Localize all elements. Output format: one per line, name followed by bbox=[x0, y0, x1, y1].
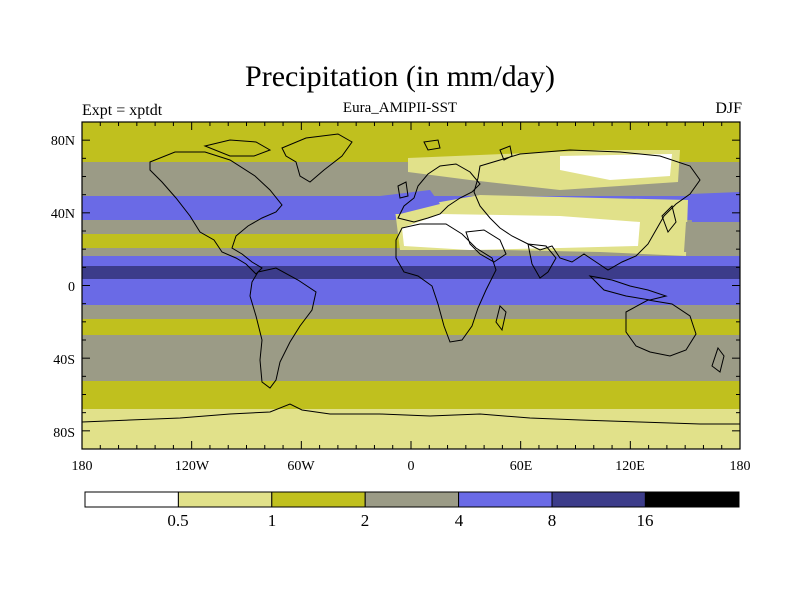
north-pacific-gray-area bbox=[684, 222, 740, 252]
x-tick-label: 180 bbox=[730, 459, 751, 474]
x-tick-label: 60E bbox=[510, 459, 533, 474]
y-tick-label: 40S bbox=[53, 353, 75, 368]
x-tick-label: 60W bbox=[287, 459, 315, 474]
tick-marks bbox=[81, 121, 741, 450]
siberia-very-dry-area bbox=[560, 154, 672, 180]
coast-europe bbox=[397, 163, 481, 223]
colorbar-label: 2 bbox=[361, 511, 370, 530]
coast-india bbox=[527, 243, 557, 279]
x-tick-label: 180 bbox=[72, 459, 93, 474]
x-tick-label: 0 bbox=[408, 459, 415, 474]
band-south-subtropics-1 bbox=[82, 305, 740, 319]
band-south-storm-edge bbox=[82, 381, 740, 409]
y-tick-label: 0 bbox=[68, 280, 75, 295]
precipitation-field bbox=[82, 122, 740, 449]
colorbar-swatch bbox=[364, 491, 460, 508]
y-tick-label: 80S bbox=[53, 426, 75, 441]
coast-greenland bbox=[281, 133, 353, 183]
band-south-mid-lat bbox=[82, 335, 740, 381]
band-itcz bbox=[82, 266, 740, 279]
colorbar-label: 1 bbox=[268, 511, 277, 530]
colorbar-swatch bbox=[271, 491, 366, 508]
x-tick-label: 120W bbox=[175, 459, 210, 474]
colorbar-swatch bbox=[177, 491, 273, 508]
colorbar-label: 8 bbox=[548, 511, 557, 530]
band-tropics-south bbox=[82, 279, 740, 305]
colorbar-swatch bbox=[458, 491, 553, 508]
band-south-dry bbox=[82, 319, 740, 335]
y-tick-label: 80N bbox=[51, 134, 75, 149]
colorbar-swatch bbox=[84, 491, 179, 508]
x-tick-label: 120E bbox=[615, 459, 645, 474]
coast-svalbard bbox=[423, 139, 441, 151]
map-title: Precipitation (in mm/day) bbox=[245, 60, 555, 93]
coast-novaya-zemlya bbox=[499, 145, 513, 161]
coast-japan bbox=[661, 205, 677, 233]
pacific-gray-area bbox=[680, 176, 740, 196]
coast-arctic-islands bbox=[203, 139, 272, 157]
experiment-label: Expt = xptdt bbox=[82, 102, 163, 119]
coast-antarctica bbox=[82, 403, 740, 425]
coastlines bbox=[82, 133, 740, 425]
colorbar-swatch bbox=[551, 491, 646, 508]
coast-south-america bbox=[249, 267, 317, 389]
coast-madagascar bbox=[495, 305, 507, 332]
colorbar-label: 4 bbox=[455, 511, 464, 530]
dataset-label: Eura_AMIPII-SST bbox=[342, 100, 458, 116]
coast-indonesia bbox=[588, 275, 668, 301]
coast-new-zealand bbox=[711, 346, 725, 373]
colorbar-label: 0.5 bbox=[167, 511, 188, 530]
season-label: DJF bbox=[715, 100, 742, 117]
coast-asia bbox=[473, 149, 701, 271]
colorbar: 0.5 1 2 4 8 16 bbox=[84, 491, 740, 530]
y-tick-label: 40N bbox=[51, 207, 75, 222]
sahara-asia-very-dry-area bbox=[402, 214, 640, 250]
coast-arabia bbox=[465, 229, 507, 263]
coast-british-isles bbox=[397, 181, 409, 199]
coast-africa bbox=[395, 223, 497, 343]
coast-north-america bbox=[149, 151, 283, 275]
coast-australia bbox=[625, 299, 697, 357]
colorbar-swatch bbox=[644, 491, 740, 508]
north-pacific-wet-area bbox=[690, 192, 740, 222]
atlantic-wet-area bbox=[380, 190, 440, 214]
colorbar-label: 16 bbox=[637, 511, 654, 530]
